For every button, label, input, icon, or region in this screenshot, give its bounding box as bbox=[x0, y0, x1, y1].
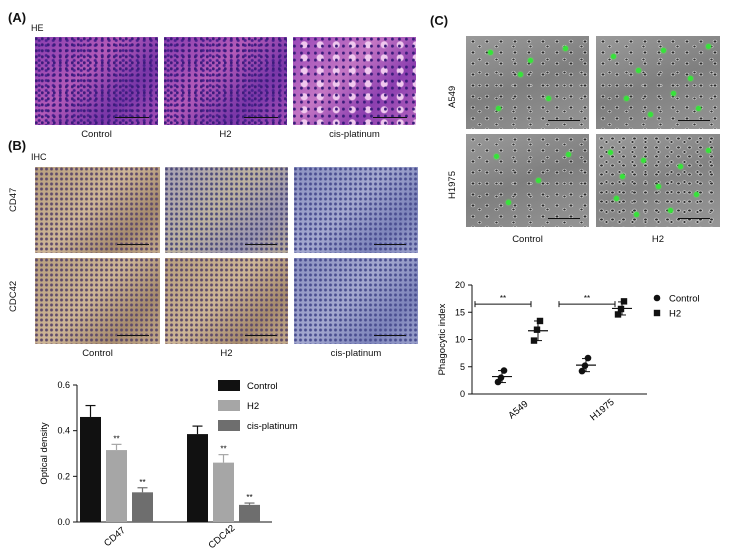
scale-bar bbox=[374, 335, 406, 336]
x-tick-label: CD47 bbox=[102, 525, 128, 549]
data-point-control bbox=[581, 362, 589, 369]
scale-bar bbox=[373, 117, 407, 118]
data-point-h2 bbox=[620, 298, 628, 305]
scale-bar bbox=[678, 120, 710, 121]
y-tick-label: 10 bbox=[455, 335, 465, 345]
bar-cis-platinum-cdc42 bbox=[239, 504, 260, 522]
scale-bar bbox=[548, 218, 580, 219]
panel-c-label: (C) bbox=[430, 13, 449, 28]
scale-bar bbox=[117, 335, 149, 336]
y-tick-label: 0.6 bbox=[57, 380, 70, 390]
scale-bar bbox=[117, 244, 149, 245]
row-label-cdc42-text: CDC42 bbox=[8, 280, 19, 312]
y-axis-title: Phagocytic index bbox=[437, 303, 448, 375]
x-tick-label: CDC42 bbox=[206, 523, 237, 551]
row-label-a549: A549 bbox=[447, 80, 463, 110]
fluor-caption-h2: H2 bbox=[651, 234, 665, 245]
fluor-a549-h2-image bbox=[596, 36, 720, 129]
y-tick-label: 15 bbox=[455, 307, 465, 317]
data-point-control bbox=[497, 374, 505, 381]
bar-control-cdc42 bbox=[187, 434, 208, 522]
optical-density-bar-chart: 0.0 0.2 0.4 0.6 Optical density ** ** CD47 ** ** C… bbox=[39, 380, 298, 551]
legend-marker-control bbox=[653, 294, 661, 302]
panel-b-method-label: IHC bbox=[31, 152, 47, 162]
legend-swatch-control bbox=[218, 380, 240, 391]
x-tick-label: A549 bbox=[506, 399, 530, 422]
phagocytic-index-dot-plot: 0 5 10 15 20 Phagocytic index ** A549 ** H1975 Co… bbox=[437, 280, 700, 423]
data-point-h2 bbox=[617, 305, 625, 313]
data-point-h2 bbox=[533, 326, 541, 333]
data-point-h2 bbox=[614, 311, 622, 318]
significance-label: ** bbox=[220, 445, 226, 454]
ihc-cd47-h2-image bbox=[165, 167, 288, 253]
fluor-h1975-h2-image bbox=[596, 134, 720, 227]
fluor-caption-control: Control bbox=[512, 234, 543, 245]
legend-label: H2 bbox=[669, 309, 681, 320]
data-point-h2 bbox=[536, 317, 544, 325]
bar-cis-platinum-cd47 bbox=[132, 492, 153, 522]
ihc-cd47-control-image bbox=[35, 167, 160, 253]
ihc-caption-h2: H2 bbox=[220, 348, 233, 359]
row-label-cdc42: CDC42 bbox=[8, 262, 28, 322]
y-tick-label: 0.2 bbox=[57, 471, 70, 481]
scale-bar bbox=[548, 120, 580, 121]
bar-control-cd47 bbox=[80, 416, 101, 522]
data-point-h2 bbox=[530, 337, 538, 344]
bar-h2-cd47 bbox=[106, 450, 127, 522]
scale-bar bbox=[245, 244, 277, 245]
bar-h2-cdc42 bbox=[213, 462, 234, 522]
legend-label: Control bbox=[247, 381, 278, 392]
panel-a-method-label: HE bbox=[31, 23, 44, 33]
legend-label: Control bbox=[669, 294, 700, 305]
legend-swatch-h2 bbox=[218, 400, 240, 411]
row-label-a549-text: A549 bbox=[447, 85, 458, 108]
y-tick-label: 0.0 bbox=[57, 517, 70, 527]
significance-label: ** bbox=[139, 478, 145, 487]
scale-bar bbox=[115, 117, 149, 118]
row-label-cd47: CD47 bbox=[8, 182, 28, 222]
he-caption-h2: H2 bbox=[219, 129, 232, 140]
ihc-cd47-cisplatinum-image bbox=[294, 167, 418, 253]
scale-bar bbox=[374, 244, 406, 245]
panel-a-label: (A) bbox=[8, 10, 27, 25]
fluor-a549-control-image bbox=[466, 36, 589, 129]
row-label-h1975-text: H1975 bbox=[447, 171, 458, 199]
significance-label: ** bbox=[246, 493, 252, 502]
he-caption-control: Control bbox=[81, 129, 112, 140]
data-point-control bbox=[500, 367, 508, 374]
x-tick-label: H1975 bbox=[588, 397, 617, 423]
fluor-h1975-control-image bbox=[466, 134, 589, 227]
scale-bar bbox=[245, 335, 277, 336]
he-caption-cisplatinum: cis-platinum bbox=[329, 129, 380, 140]
panel-b-label: (B) bbox=[8, 138, 27, 153]
legend-swatch-cis-platinum bbox=[218, 420, 240, 431]
legend-label: H2 bbox=[247, 401, 259, 412]
ihc-cdc42-control-image bbox=[35, 258, 160, 344]
significance-label: ** bbox=[113, 434, 119, 443]
y-axis-title: Optical density bbox=[39, 422, 50, 485]
ihc-cdc42-h2-image bbox=[165, 258, 288, 344]
he-cisplatinum-image bbox=[293, 37, 416, 125]
legend-label: cis-platinum bbox=[247, 421, 298, 432]
scale-bar bbox=[678, 218, 710, 219]
significance-label: ** bbox=[584, 294, 590, 303]
data-point-control bbox=[584, 354, 592, 362]
row-label-h1975: H1975 bbox=[447, 165, 463, 205]
significance-label: ** bbox=[500, 294, 506, 303]
y-tick-label: 20 bbox=[455, 280, 465, 290]
row-label-cd47-text: CD47 bbox=[8, 187, 19, 212]
y-tick-label: 0.4 bbox=[57, 426, 70, 436]
y-tick-label: 0 bbox=[460, 389, 465, 399]
he-control-image bbox=[35, 37, 158, 125]
ihc-caption-control: Control bbox=[82, 348, 113, 359]
y-tick-label: 5 bbox=[460, 362, 465, 372]
ihc-caption-cisplatinum: cis-platinum bbox=[330, 348, 382, 359]
scale-bar bbox=[244, 117, 278, 118]
ihc-cdc42-cisplatinum-image bbox=[294, 258, 418, 344]
he-h2-image bbox=[164, 37, 287, 125]
data-point-control bbox=[578, 367, 586, 375]
legend-marker-h2 bbox=[653, 309, 661, 317]
